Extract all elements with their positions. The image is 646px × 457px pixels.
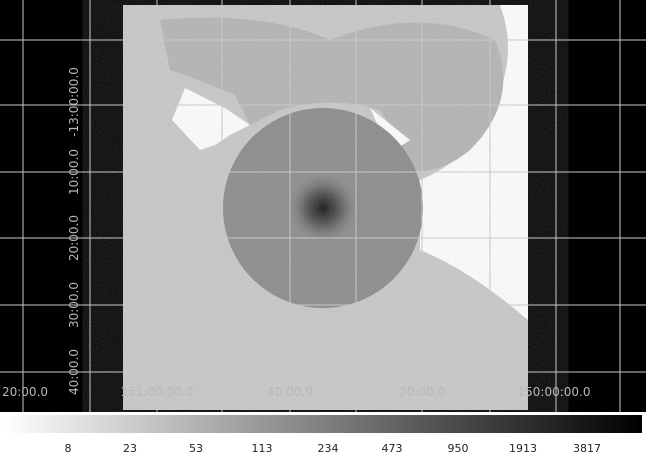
colorbar-label: 1913 (509, 442, 537, 455)
sky-image (123, 5, 528, 410)
y-axis-label: -13:00:00.0 (67, 67, 81, 137)
colorbar-label: 113 (252, 442, 273, 455)
y-axis-label: 40:00.0 (67, 349, 81, 395)
x-axis-label: 20:00.0 (2, 385, 48, 399)
x-axis-label: 20:00.0 (399, 385, 445, 399)
colorbar-label: 23 (123, 442, 137, 455)
x-axis-label: 40:00.0 (267, 385, 313, 399)
colorbar-label: 950 (448, 442, 469, 455)
x-axis-label: 150:00:00.0 (518, 385, 591, 399)
x-axis-label: 151:00:00.0 (121, 385, 194, 399)
colorbar-label: 3817 (573, 442, 601, 455)
colorbar-label: 234 (318, 442, 339, 455)
colorbar-label: 53 (189, 442, 203, 455)
colorbar-label: 8 (65, 442, 72, 455)
colorbar-label: 473 (382, 442, 403, 455)
coordinate-grid (0, 0, 646, 412)
colorbar (4, 415, 642, 433)
y-axis-label: 30:00.0 (67, 282, 81, 328)
y-axis-label: 10:00.0 (67, 149, 81, 195)
y-axis-label: 20:00.0 (67, 215, 81, 261)
